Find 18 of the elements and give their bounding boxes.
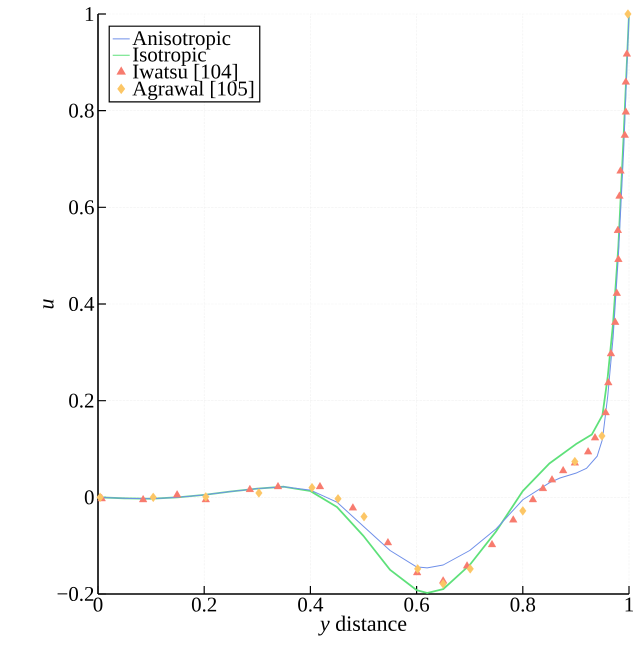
y-tick-label: 0.8 (69, 104, 94, 118)
x-tick-label: 1 (626, 598, 633, 612)
legend-label: Iwatsu [104] (132, 64, 237, 82)
legend-label: Anisotropic (132, 31, 230, 50)
y-tick-label: −0.2 (58, 586, 94, 602)
y-tick-label: 0.6 (69, 200, 94, 214)
x-tick-label: 0.6 (404, 598, 430, 612)
x-tick-label: 0.4 (298, 598, 324, 612)
y-axis-title: u (43, 299, 54, 308)
y-tick-label: 0.4 (69, 296, 94, 312)
x-axis-title: y distance (318, 616, 406, 636)
y-tick-label: 0.2 (69, 394, 94, 408)
legend-label: Isotropic (132, 48, 206, 66)
x-tick-label: 0.2 (192, 598, 216, 612)
x-tick-label: 0.8 (510, 598, 536, 612)
y-tick-label: 0 (84, 490, 94, 504)
y-tick-label: 1 (86, 7, 94, 21)
legend-label: Agrawal [105] (132, 80, 254, 100)
